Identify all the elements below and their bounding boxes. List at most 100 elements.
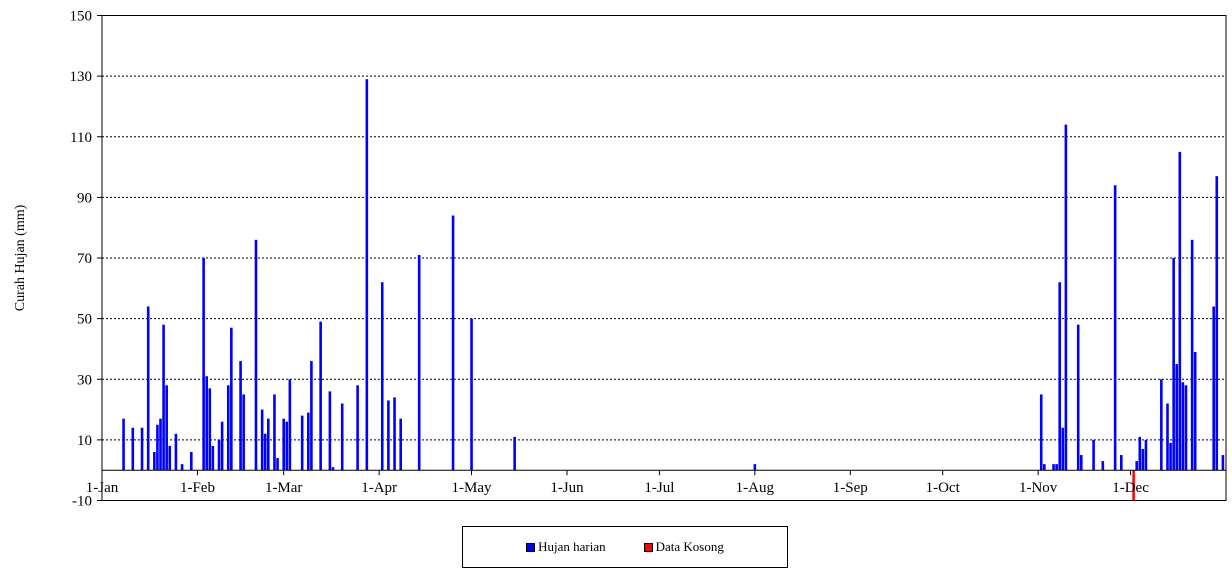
rain-bar bbox=[260, 409, 264, 471]
x-tick-label: 1-Feb bbox=[180, 480, 215, 496]
legend-swatch-red bbox=[643, 542, 653, 552]
y-tick-label: 150 bbox=[70, 9, 93, 25]
rain-bar bbox=[1169, 442, 1172, 471]
rain-bar bbox=[310, 361, 313, 471]
x-tick-label: 1-Sep bbox=[833, 480, 868, 496]
bars-group bbox=[122, 79, 1225, 501]
rain-bar bbox=[300, 415, 304, 471]
y-tick-label: 30 bbox=[77, 372, 92, 388]
legend-item-data-kosong: Data Kosong bbox=[643, 539, 724, 555]
gridlines bbox=[102, 75, 1226, 441]
rain-bar bbox=[211, 445, 215, 471]
missing-data-bar bbox=[1132, 470, 1135, 501]
rain-bar bbox=[399, 418, 403, 471]
y-axis-ticks: -10 10 30 50 70 90 110 130 150 bbox=[70, 9, 102, 510]
rain-bar bbox=[1193, 351, 1197, 471]
rain-bar bbox=[1064, 124, 1068, 471]
rain-bar bbox=[365, 79, 369, 471]
rain-bar bbox=[470, 318, 473, 471]
y-tick-label: 10 bbox=[77, 433, 92, 449]
rain-bar bbox=[220, 421, 224, 471]
x-axis-ticks: 1-Jan 1-Feb 1-Mar 1-Apr 1-May 1-Jun 1-Jul 1-Aug… bbox=[86, 470, 1149, 496]
rain-bar bbox=[1141, 448, 1145, 471]
rain-bar bbox=[1144, 439, 1148, 471]
rain-bar bbox=[131, 427, 135, 471]
rain-bar bbox=[159, 418, 162, 471]
rain-bar bbox=[122, 418, 125, 471]
x-tick-label: 1-Apr bbox=[361, 480, 397, 496]
rain-bar bbox=[1055, 464, 1058, 471]
rain-bar bbox=[174, 433, 178, 471]
rain-bar bbox=[1052, 464, 1055, 471]
x-tick-label: 1-Jun bbox=[550, 480, 584, 496]
rain-bar bbox=[1101, 461, 1105, 471]
rain-bar bbox=[1221, 455, 1225, 471]
rain-bar bbox=[1212, 306, 1215, 471]
rain-bar bbox=[239, 361, 242, 471]
rain-bar bbox=[1166, 403, 1169, 471]
legend-item-hujan-harian: Hujan harian bbox=[526, 539, 606, 555]
rain-bar bbox=[276, 458, 279, 471]
rain-bar bbox=[1043, 464, 1046, 471]
rain-bar bbox=[1190, 239, 1194, 471]
x-tick-label: 1-Jul bbox=[644, 480, 674, 496]
legend: Hujan harian Data Kosong bbox=[462, 526, 788, 568]
x-tick-label: 1-Oct bbox=[926, 480, 961, 496]
rain-bar bbox=[1181, 382, 1185, 471]
rain-bar bbox=[288, 379, 292, 471]
rain-bar bbox=[156, 424, 159, 471]
rain-bar bbox=[208, 388, 212, 471]
rain-bar bbox=[146, 306, 150, 471]
rain-bar bbox=[242, 394, 245, 471]
rain-bar bbox=[340, 403, 344, 471]
rain-bar bbox=[1079, 455, 1083, 471]
y-axis-title: Curah Hujan (mm) bbox=[13, 204, 28, 311]
legend-label-hujan-harian: Hujan harian bbox=[538, 539, 606, 554]
rain-bar bbox=[205, 376, 209, 471]
rain-bar bbox=[1058, 282, 1062, 471]
rain-bar bbox=[226, 385, 230, 471]
rain-bar bbox=[230, 327, 233, 471]
rain-bar bbox=[1092, 439, 1095, 471]
rain-bar bbox=[263, 433, 267, 471]
legend-swatch-blue bbox=[526, 542, 536, 552]
y-tick-label: 90 bbox=[77, 190, 92, 206]
rain-bar bbox=[1160, 379, 1163, 471]
rain-bar bbox=[190, 452, 193, 471]
rain-bar bbox=[168, 445, 172, 471]
rain-bar bbox=[1178, 151, 1182, 471]
rain-bar bbox=[393, 397, 396, 471]
rain-bar bbox=[273, 394, 276, 471]
x-tick-label: 1-Mar bbox=[265, 480, 303, 496]
rain-bar bbox=[1113, 185, 1117, 471]
rain-bar bbox=[1184, 385, 1188, 471]
x-tick-label: 1-Aug bbox=[736, 480, 775, 496]
rain-bar bbox=[328, 391, 332, 471]
rain-bar bbox=[356, 385, 359, 471]
rain-bar bbox=[387, 400, 390, 471]
y-tick-label: 70 bbox=[77, 251, 92, 267]
rain-bar bbox=[1135, 461, 1138, 471]
x-tick-label: 1-Dec bbox=[1112, 480, 1149, 496]
x-tick-label: 1-May bbox=[452, 480, 492, 496]
rain-bar bbox=[165, 385, 168, 471]
y-tick-label: 130 bbox=[70, 69, 93, 85]
rain-bar bbox=[1061, 427, 1065, 471]
rain-bar bbox=[254, 239, 258, 471]
rain-bar bbox=[1215, 176, 1219, 471]
rain-bar bbox=[266, 418, 270, 471]
rain-bar bbox=[451, 215, 455, 471]
rain-bar bbox=[1039, 394, 1043, 471]
rain-bar bbox=[202, 258, 205, 471]
x-tick-label: 1-Nov bbox=[1019, 480, 1058, 496]
y-tick-label: 50 bbox=[77, 312, 92, 328]
rain-bar bbox=[282, 418, 285, 471]
rain-bar bbox=[180, 464, 184, 471]
rain-bar bbox=[307, 412, 310, 471]
rain-bar bbox=[1119, 455, 1123, 471]
rain-bar bbox=[153, 452, 156, 471]
rain-bar bbox=[1138, 436, 1142, 471]
rain-bar bbox=[162, 324, 165, 471]
rain-bar bbox=[140, 427, 144, 471]
rain-bar bbox=[1175, 364, 1179, 471]
